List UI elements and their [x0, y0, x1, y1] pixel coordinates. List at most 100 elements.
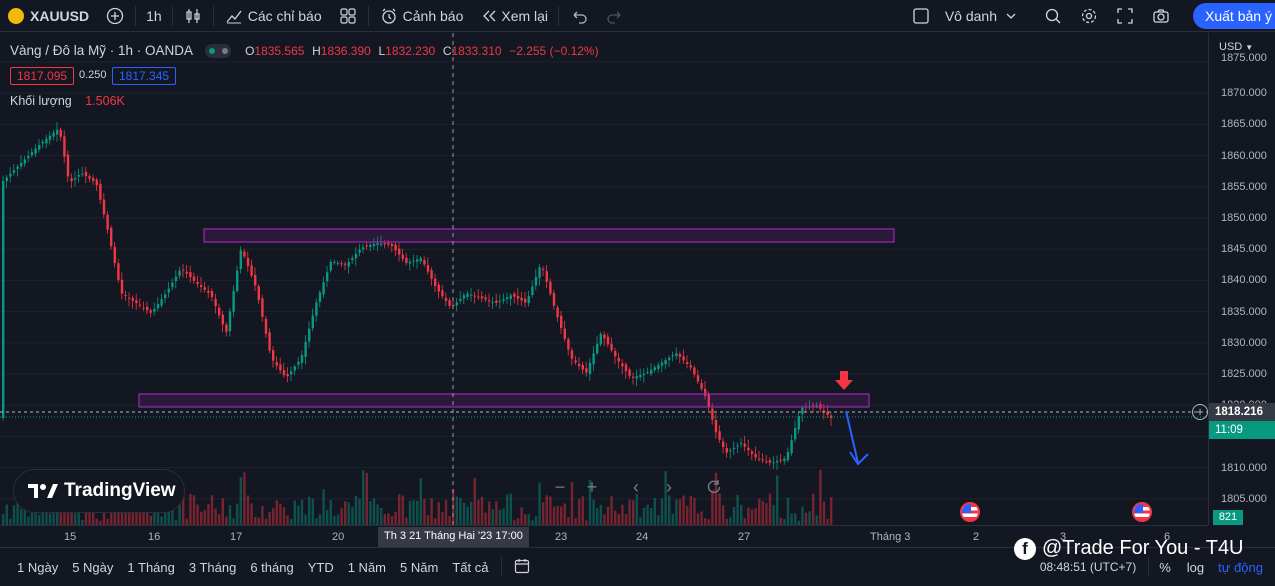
divider: [135, 5, 137, 26]
resistance-zone[interactable]: [203, 228, 895, 243]
candle-body: [246, 257, 250, 267]
current-price-label[interactable]: 1818.216: [1209, 403, 1275, 421]
rewind-icon: [479, 6, 499, 26]
price-axis[interactable]: USD ▼ 1875.000 1870.000 1865.000 1860.000 18…: [1208, 33, 1275, 525]
reset-chart-button[interactable]: [700, 473, 728, 501]
volume-bar: [495, 501, 498, 525]
buy-button[interactable]: 1817.345: [112, 67, 177, 85]
candle-body: [506, 297, 509, 300]
candle-body: [106, 214, 109, 230]
scroll-left-button[interactable]: ‹: [633, 476, 639, 497]
candle-body: [405, 257, 408, 263]
volume-bar: [527, 514, 530, 525]
range-button[interactable]: 1 Tháng: [127, 559, 175, 575]
candle-body: [326, 272, 329, 282]
volume-bar: [221, 498, 224, 525]
candle-body: [286, 373, 289, 377]
settings-button[interactable]: [1071, 0, 1107, 32]
market-status-badge[interactable]: [205, 43, 232, 58]
range-button[interactable]: 5 Ngày: [72, 559, 114, 575]
price-chart[interactable]: [0, 33, 1208, 525]
range-button[interactable]: YTD: [307, 559, 334, 575]
layout-menu[interactable]: Vô danh: [903, 0, 1029, 32]
redo-button[interactable]: [597, 0, 633, 32]
zoom-out-button[interactable]: −: [554, 476, 566, 497]
range-button[interactable]: 6 tháng: [250, 559, 294, 575]
volume-bar: [372, 498, 376, 525]
us-event-flag-icon[interactable]: [960, 502, 980, 522]
timezone-clock[interactable]: 08:48:51 (UTC+7): [1039, 560, 1137, 574]
volume-bar: [563, 503, 566, 525]
candle-body: [635, 376, 638, 379]
range-button[interactable]: 1 Ngày: [17, 559, 59, 575]
range-button[interactable]: 5 Năm: [400, 559, 439, 575]
chart-type-button[interactable]: [175, 0, 211, 32]
sell-button[interactable]: 1817.095: [10, 67, 75, 85]
chart-pane[interactable]: Vàng / Đô la Mỹ · 1h · OANDA O1835.565 H…: [0, 33, 1208, 525]
volume-bar: [736, 494, 739, 525]
candle-body: [218, 307, 221, 316]
candle-body: [236, 270, 239, 292]
publish-idea-button[interactable]: Xuất bản ý tư: [1193, 3, 1275, 29]
divider: [171, 5, 173, 26]
currency-selector[interactable]: USD ▼: [1219, 41, 1253, 53]
volume-bar: [599, 504, 602, 525]
volume-bar: [689, 495, 692, 525]
add-alert-plus-icon[interactable]: +: [1192, 404, 1208, 420]
alerts-label: Cảnh báo: [402, 7, 464, 24]
snapshot-button[interactable]: [1143, 0, 1179, 32]
candle-body: [20, 163, 23, 167]
volume-bar: [531, 520, 534, 525]
price-tick: 1810.000: [1221, 461, 1267, 474]
range-button[interactable]: 1 Năm: [347, 559, 387, 575]
interval-button[interactable]: 1h: [146, 7, 162, 24]
candle-body: [102, 199, 106, 215]
templates-button[interactable]: [330, 0, 366, 32]
candle-body: [192, 276, 196, 281]
fullscreen-button[interactable]: [1107, 0, 1143, 32]
scroll-right-button[interactable]: ›: [666, 476, 672, 497]
candle-body: [142, 307, 145, 309]
time-tick: 15: [64, 531, 77, 543]
symbol-search[interactable]: XAUUSD: [0, 0, 97, 32]
volume-bar: [444, 499, 448, 525]
red-down-arrow[interactable]: [835, 371, 853, 390]
search-button[interactable]: [1035, 0, 1071, 32]
candle-body: [156, 303, 160, 309]
log-toggle[interactable]: log: [1186, 559, 1205, 575]
replay-button[interactable]: Xem lại: [471, 0, 556, 32]
candle-body: [678, 354, 682, 357]
open-value: 1835.565: [254, 44, 305, 58]
zoom-in-button[interactable]: +: [586, 476, 598, 497]
range-button[interactable]: Tất cả: [452, 559, 489, 575]
symbol-title[interactable]: Vàng / Đô la Mỹ · 1h · OANDA: [10, 43, 194, 58]
candle-body: [84, 171, 88, 177]
percent-toggle[interactable]: %: [1159, 559, 1171, 575]
undo-button[interactable]: [561, 0, 597, 32]
auto-scale-toggle[interactable]: tự động: [1218, 559, 1263, 575]
current-price-value: 1818.216: [1215, 406, 1263, 418]
blue-projection-arrow[interactable]: [845, 410, 869, 466]
volume-bar: [336, 514, 340, 525]
volume-bar: [77, 502, 80, 525]
compare-button[interactable]: [97, 0, 133, 32]
alerts-button[interactable]: Cảnh báo: [371, 0, 472, 32]
candle-body: [261, 298, 264, 317]
volume-bar: [5, 504, 8, 525]
divider: [212, 5, 214, 26]
time-tick: 2: [973, 531, 980, 543]
support-zone[interactable]: [138, 393, 870, 408]
tradingview-logo[interactable]: TradingView: [13, 469, 185, 513]
candle-body: [95, 179, 98, 186]
range-button[interactable]: 3 Tháng: [188, 559, 237, 575]
candle-body: [524, 298, 527, 303]
candle-body: [556, 307, 559, 318]
candle-body: [416, 259, 419, 262]
volume-bar: [138, 510, 142, 525]
volume-bar: [682, 495, 685, 525]
us-event-flag-icon[interactable]: [1132, 502, 1152, 522]
goto-date-button[interactable]: [504, 558, 540, 577]
low-label: L: [378, 44, 386, 58]
indicators-button[interactable]: Các chỉ báo: [216, 0, 330, 32]
